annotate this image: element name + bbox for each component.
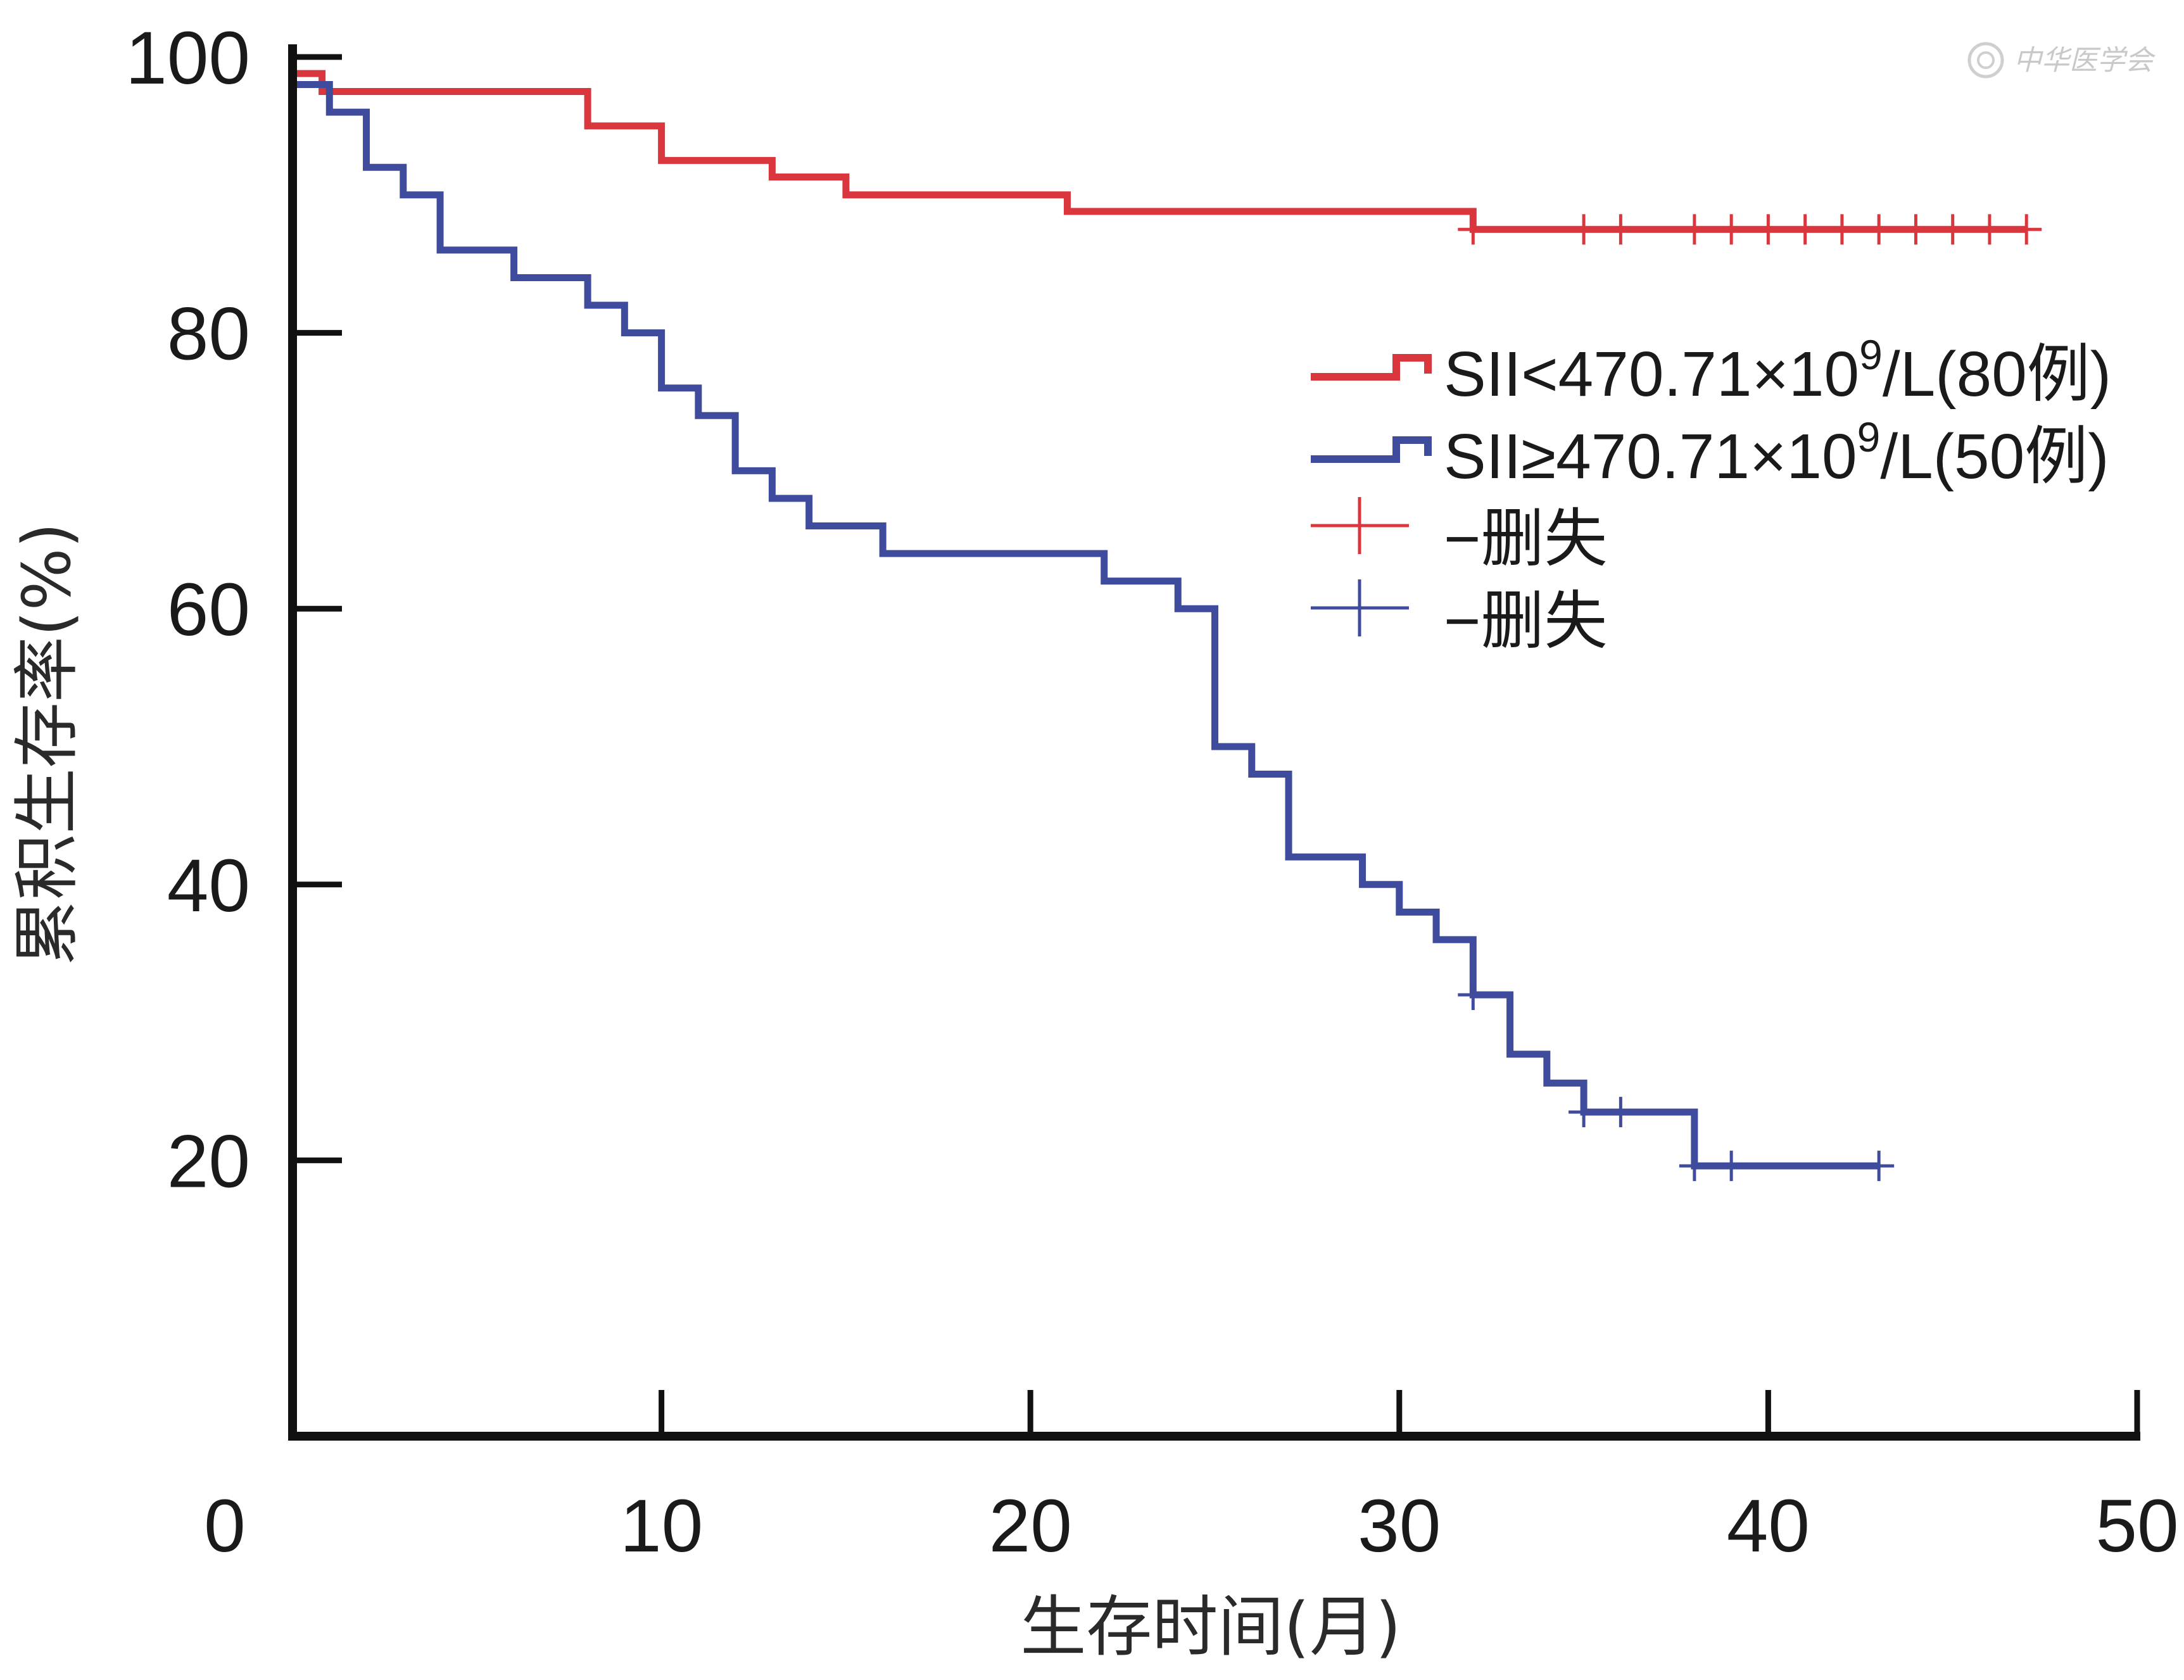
censor-mark: [1605, 1097, 1636, 1128]
censor-mark: [1605, 214, 1636, 245]
y-tick-label: 40: [167, 844, 250, 928]
censor-mark: [1937, 214, 1968, 245]
censor-mark: [1826, 214, 1857, 245]
legend-swatch-step: [1311, 354, 1432, 381]
censor-mark: [1864, 214, 1895, 245]
y-axis-title: 累积生存率(%): [8, 522, 85, 966]
censor-mark: [1569, 1097, 1600, 1128]
y-tick-label: 60: [167, 568, 250, 652]
legend: SII<470.71×109/L(80例)SII≥470.71×109/L(50…: [1311, 331, 2111, 657]
censor-mark: [1900, 214, 1931, 245]
censor-mark: [1679, 214, 1710, 245]
x-tick-label: 40: [1727, 1484, 1810, 1568]
society-seal-icon: [1967, 42, 2004, 79]
legend-swatch-step: [1311, 436, 1432, 463]
censor-mark: [1974, 214, 2005, 245]
censor-mark: [1458, 214, 1489, 245]
watermark-text: 中华医学会: [2014, 44, 2156, 77]
legend-label: SII≥470.71×109/L(50例): [1444, 414, 2109, 492]
axes: [288, 44, 2140, 1441]
x-tick-label: 20: [989, 1484, 1072, 1568]
y-tick-label: 100: [125, 16, 250, 100]
legend-label: −删失: [1444, 586, 1607, 657]
censor-mark: [1716, 1151, 1747, 1182]
censor-marks-layer: [1458, 214, 2042, 1182]
censor-mark: [1458, 980, 1489, 1011]
series-line-1: [293, 70, 2027, 233]
censor-mark: [1569, 214, 1600, 245]
legend-swatch-censor: [1311, 579, 1409, 636]
series-line-2: [293, 81, 1879, 1170]
legend-label: SII<470.71×109/L(80例): [1444, 331, 2111, 410]
x-axis-title: 生存时间(月): [1020, 1588, 1401, 1665]
x-tick-label: 0: [204, 1484, 246, 1568]
tick-marks: [293, 54, 2140, 1436]
x-tick-label: 30: [1358, 1484, 1441, 1568]
watermark: 中华医学会: [1967, 42, 2156, 79]
x-tick-label: 50: [2095, 1484, 2178, 1568]
censor-mark: [1753, 214, 1784, 245]
censor-mark: [2011, 214, 2042, 245]
legend-swatch-censor: [1311, 497, 1409, 554]
censor-mark: [1679, 1151, 1710, 1182]
legend-label: −删失: [1444, 503, 1607, 574]
censor-mark: [1864, 1151, 1895, 1182]
censor-mark: [1789, 214, 1821, 245]
tick-labels: 0 10 20 30 40 50 20 40 60 80 100: [125, 16, 2179, 1568]
y-tick-label: 20: [167, 1120, 250, 1203]
series-layer: [293, 70, 2027, 1170]
x-tick-label: 10: [620, 1484, 703, 1568]
censor-mark: [1716, 214, 1747, 245]
y-tick-label: 80: [167, 293, 250, 376]
